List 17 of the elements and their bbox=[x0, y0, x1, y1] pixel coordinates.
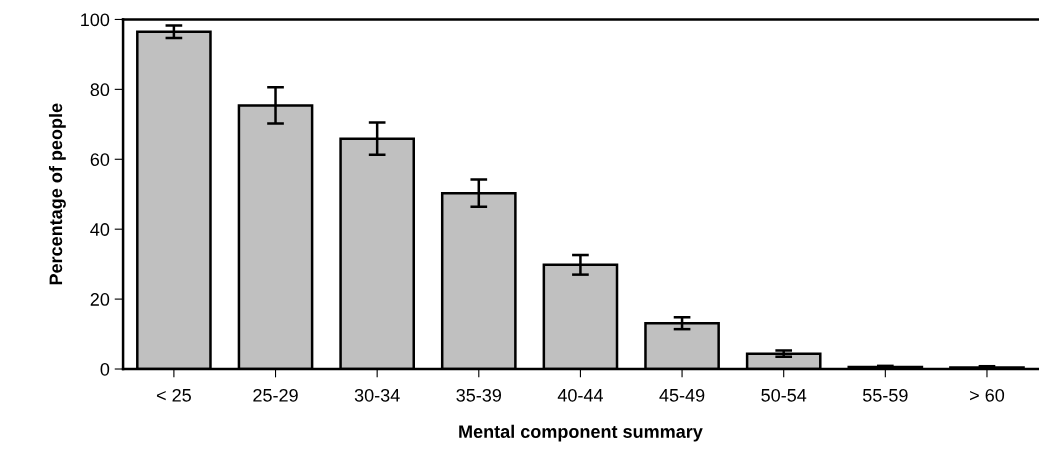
x-tick-label: 25-29 bbox=[253, 388, 298, 402]
y-tick-label: 100 bbox=[81, 13, 110, 27]
x-tick-label: < 25 bbox=[156, 388, 191, 402]
x-axis-title: Mental component summary bbox=[459, 424, 703, 442]
y-tick-label: 80 bbox=[90, 83, 110, 97]
y-tick-label: 40 bbox=[90, 223, 110, 236]
x-tick-label: 50-54 bbox=[761, 388, 807, 402]
y-tick-label: 60 bbox=[90, 153, 110, 166]
x-tick-label: 30-34 bbox=[354, 388, 400, 402]
y-tick-label: 20 bbox=[90, 293, 110, 306]
x-tick-label: 40-44 bbox=[557, 388, 603, 402]
y-tick-label: 0 bbox=[100, 362, 110, 376]
x-tick-label: 55-59 bbox=[862, 388, 908, 402]
x-tick-label: 45-49 bbox=[659, 388, 705, 402]
x-tick-label: > 60 bbox=[970, 388, 1005, 402]
x-tick-label: 35-39 bbox=[456, 388, 502, 402]
y-axis-title: Percentage of people bbox=[48, 103, 66, 285]
